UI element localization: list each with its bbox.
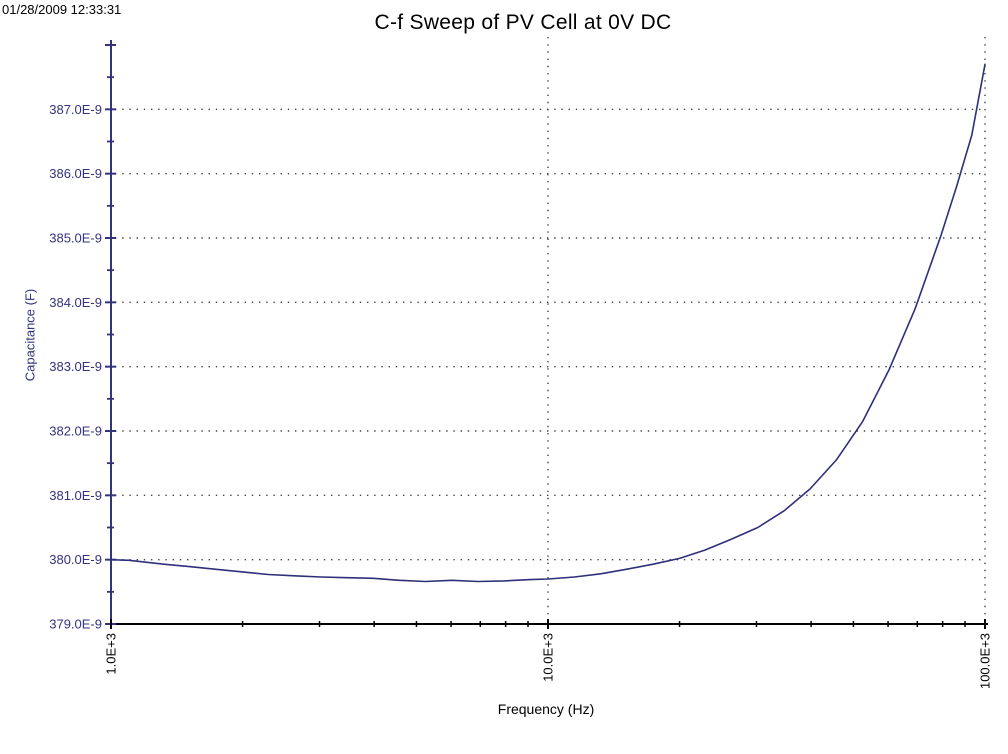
x-tick-label: 10.0E+3 — [541, 633, 556, 682]
data-series-line — [110, 63, 986, 583]
x-tick-label: 100.0E+3 — [978, 633, 993, 689]
y-tick-label: 380.0E-9 — [49, 552, 102, 567]
y-tick-label: 382.0E-9 — [49, 424, 102, 439]
x-axis-title: Frequency (Hz) — [497, 701, 595, 717]
y-tick-label: 385.0E-9 — [49, 231, 102, 246]
chart-title: C-f Sweep of PV Cell at 0V DC — [374, 11, 672, 34]
y-tick-label: 386.0E-9 — [49, 166, 102, 181]
y-tick-label: 387.0E-9 — [49, 102, 102, 117]
y-tick-label: 381.0E-9 — [49, 488, 102, 503]
x-tick-label: 1.0E+3 — [104, 633, 119, 675]
timestamp: 01/28/2009 12:33:31 — [2, 2, 122, 17]
y-tick-label: 379.0E-9 — [49, 617, 102, 632]
y-tick-label: 383.0E-9 — [49, 359, 102, 374]
y-tick-label: 384.0E-9 — [49, 295, 102, 310]
